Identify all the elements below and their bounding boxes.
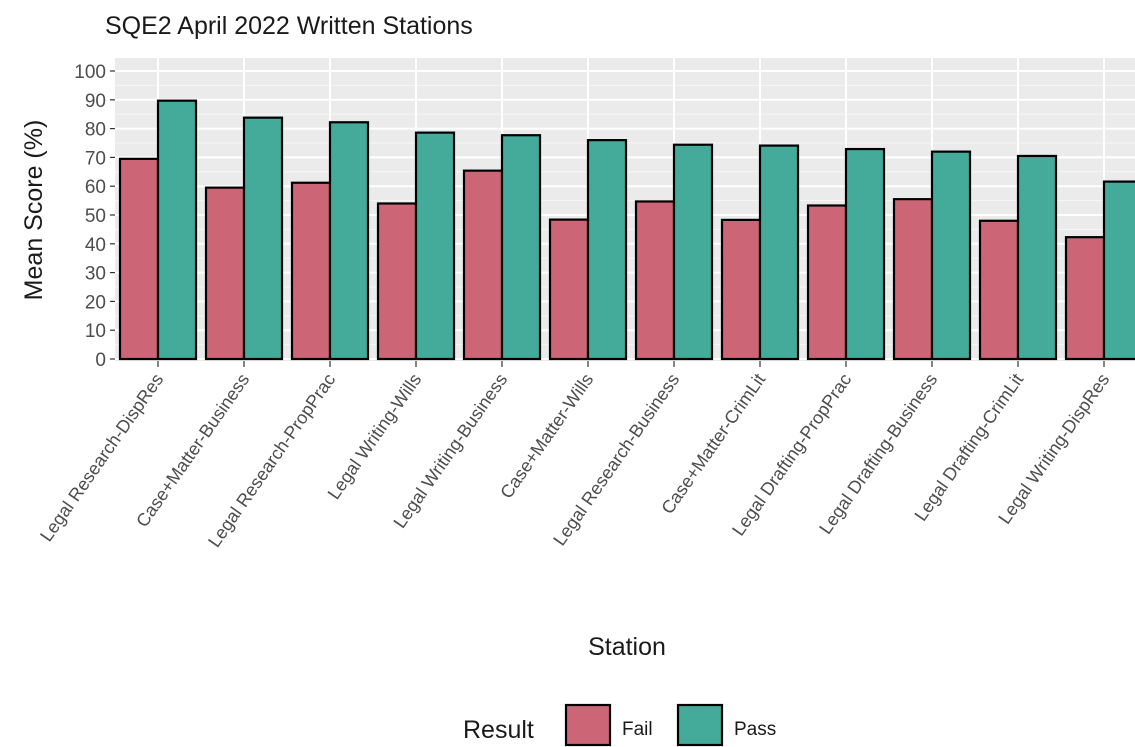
bar-fail xyxy=(118,157,160,361)
y-tick-label: 70 xyxy=(85,148,106,169)
y-tick-label: 0 xyxy=(95,350,106,371)
legend-label-pass: Pass xyxy=(734,719,776,740)
bar-pass xyxy=(844,147,886,361)
y-tick-label: 60 xyxy=(85,177,106,198)
bar-pass xyxy=(930,150,972,361)
y-axis: 0 10 20 30 40 50 60 70 80 90 100 xyxy=(74,62,115,371)
bar-fail xyxy=(290,181,332,361)
legend-key-pass xyxy=(676,703,724,747)
bar-pass xyxy=(500,134,542,361)
y-tick-label: 100 xyxy=(74,62,106,83)
bar-fail xyxy=(462,169,504,361)
x-tick-label: Case+Matter-Wills xyxy=(496,370,597,502)
legend-label-fail: Fail xyxy=(622,719,653,740)
y-tick-label: 50 xyxy=(85,206,106,227)
bar-pass xyxy=(758,144,800,361)
chart-title: SQE2 April 2022 Written Stations xyxy=(105,12,473,40)
bar-fail xyxy=(720,218,762,361)
bars xyxy=(118,99,1135,361)
bar-fail xyxy=(1064,236,1106,361)
bar-pass xyxy=(586,139,628,361)
bar-pass xyxy=(1102,180,1135,361)
y-tick-label: 40 xyxy=(85,235,106,256)
bar-pass xyxy=(156,99,198,361)
bar-pass xyxy=(1016,154,1058,361)
bar-fail xyxy=(634,200,676,361)
bar-pass xyxy=(242,116,284,361)
x-tick-label: Legal Writing-Wills xyxy=(324,370,426,503)
y-tick-label: 20 xyxy=(85,292,106,313)
bar-fail xyxy=(548,218,590,361)
bar-fail xyxy=(806,204,848,361)
legend: Result Fail Pass xyxy=(463,703,776,747)
bar-pass xyxy=(414,131,456,361)
bar-fail xyxy=(204,186,246,361)
y-tick-label: 30 xyxy=(85,264,106,285)
y-tick-label: 10 xyxy=(85,321,106,342)
bar-fail xyxy=(978,219,1020,361)
y-tick-label: 80 xyxy=(85,120,106,141)
bar-pass xyxy=(672,143,714,361)
bar-pass xyxy=(328,121,370,361)
x-axis-label: Station xyxy=(588,633,666,661)
legend-key-fail xyxy=(564,703,612,747)
bar-fail xyxy=(376,202,418,361)
legend-title: Result xyxy=(463,716,534,744)
x-axis: Legal Research-DispResCase+Matter-Busine… xyxy=(36,361,1113,551)
y-tick-label: 90 xyxy=(85,91,106,112)
bar-fail xyxy=(892,198,934,361)
y-axis-label: Mean Score (%) xyxy=(20,120,48,301)
